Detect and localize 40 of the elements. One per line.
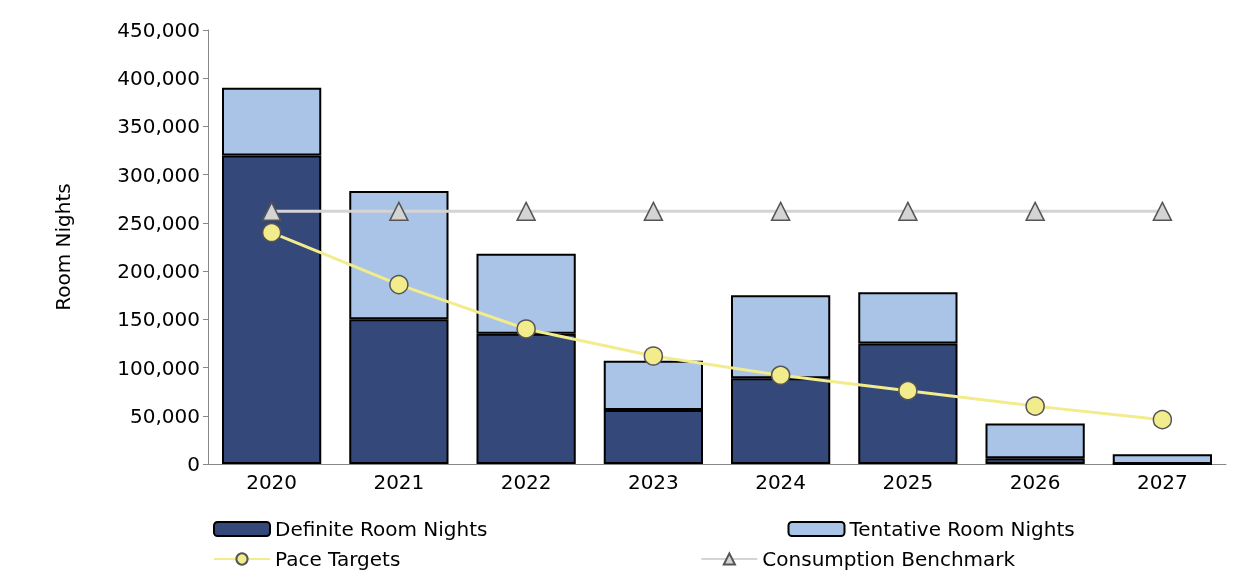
point: [1025, 396, 1045, 416]
x-tick-label: 2027: [1136, 470, 1188, 494]
point: [516, 319, 536, 339]
point: [261, 201, 282, 222]
x-tick-label: 2026: [1009, 470, 1061, 494]
y-tick-label: 450,000: [117, 18, 200, 42]
point: [389, 274, 409, 295]
legend-label: Tentative Room Nights: [848, 517, 1075, 541]
legend-label: Consumption Benchmark: [762, 547, 1016, 571]
y-axis-title: Room Nights: [51, 183, 75, 311]
y-tick-label: 100,000: [117, 355, 200, 380]
x-tick-label: 2025: [882, 470, 934, 494]
y-tick-label: 200,000: [117, 259, 200, 284]
point: [1025, 201, 1045, 222]
y-tick-label: 400,000: [117, 66, 200, 91]
point: [1152, 409, 1173, 430]
point: [389, 201, 409, 222]
y-tick-label: 300,000: [117, 162, 200, 187]
legend-label: Definite Room Nights: [275, 517, 488, 541]
point: [770, 365, 791, 386]
point: [261, 222, 282, 243]
point: [770, 201, 791, 222]
point: [643, 346, 664, 366]
point: [643, 201, 664, 222]
point: [516, 201, 536, 222]
x-tick-label: 2022: [500, 470, 552, 494]
y-tick-label: 0: [187, 452, 200, 476]
x-tick-label: 2021: [373, 470, 425, 494]
point: [898, 380, 918, 401]
y-tick-label: 150,000: [117, 307, 200, 332]
bar: [1112, 454, 1212, 464]
legend-label: Pace Targets: [275, 547, 401, 571]
y-tick-label: 50,000: [130, 403, 200, 428]
y-tick-label: 350,000: [117, 114, 200, 139]
y-tick-label: 250,000: [117, 210, 200, 235]
point: [1152, 201, 1173, 222]
x-tick-label: 2020: [246, 470, 298, 494]
x-tick-label: 2023: [627, 470, 679, 494]
point: [898, 201, 918, 222]
x-tick-label: 2024: [755, 470, 807, 494]
